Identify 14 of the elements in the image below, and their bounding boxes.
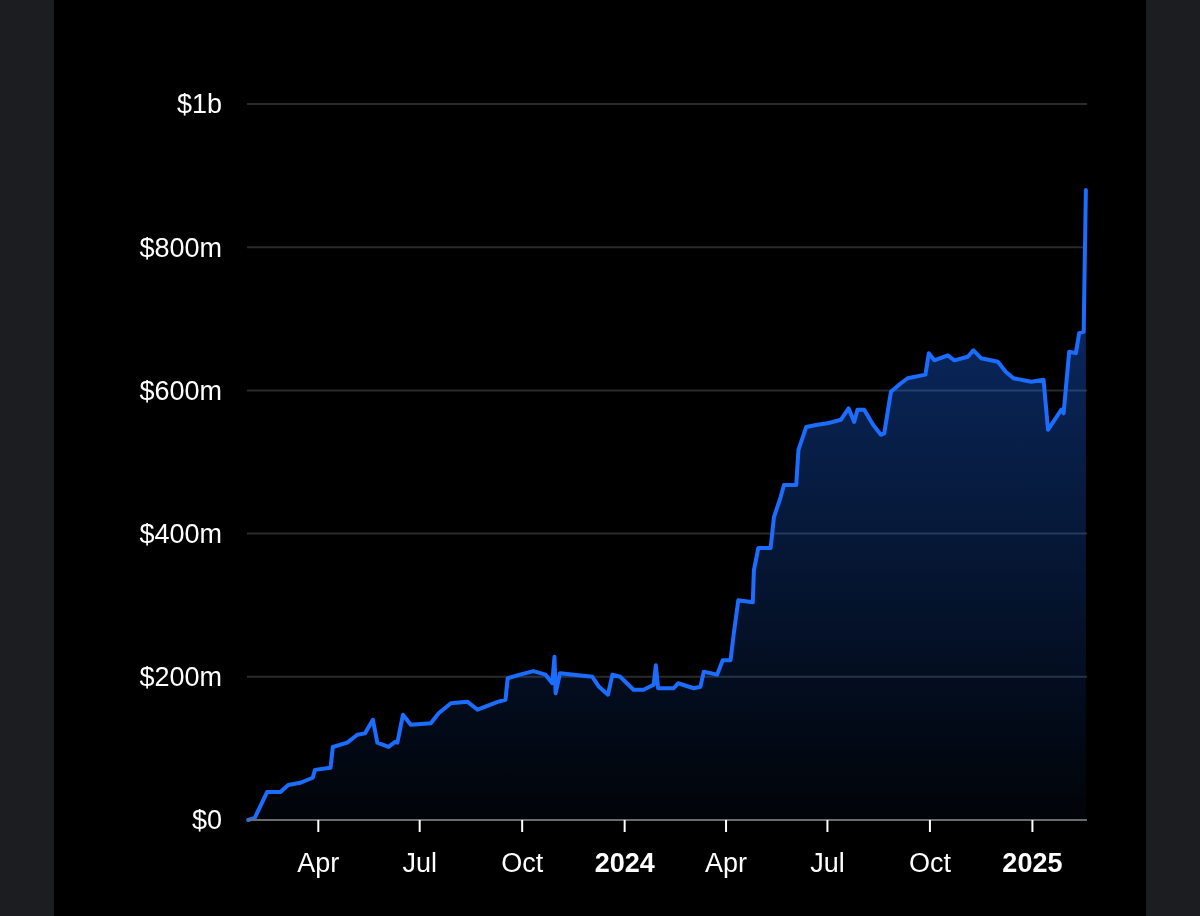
x-tick-label: Jul	[810, 848, 845, 878]
x-tick-label: Oct	[501, 848, 544, 878]
x-tick-label: Oct	[908, 848, 952, 878]
y-tick-label: $800m	[139, 232, 222, 263]
x-tick-label: Apr	[705, 848, 748, 878]
x-tick-label: 2024	[594, 848, 655, 878]
y-tick-label: $0	[191, 805, 222, 836]
x-tick-label: Apr	[297, 848, 340, 878]
x-tick-label: 2025	[1002, 848, 1063, 878]
y-tick-label: $600m	[139, 375, 222, 406]
y-tick-label: $400m	[139, 519, 222, 550]
y-tick-label: $1b	[176, 89, 222, 120]
x-tick-label: Jul	[402, 848, 437, 878]
y-tick-label: $200m	[139, 662, 222, 693]
